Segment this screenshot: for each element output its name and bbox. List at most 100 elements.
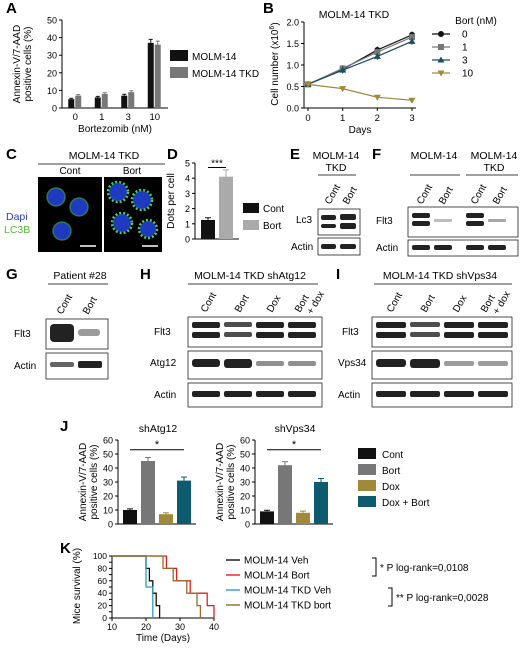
- j2-bar: [278, 465, 292, 524]
- a-ylabel-2: positive cells (%): [23, 26, 34, 101]
- j1-sig-label: *: [155, 439, 160, 451]
- j-legend-swatch: [358, 464, 376, 475]
- d-bar: [201, 220, 215, 239]
- k-ytick-label: 60: [98, 576, 108, 586]
- k-legend-label: MOLM-14 Veh: [244, 556, 308, 567]
- a-legend-swatch: [170, 67, 188, 78]
- j1-title: shAtg12: [139, 423, 178, 435]
- j1-ytick-label: 50: [103, 450, 113, 460]
- g-lane-bort: Bort: [81, 295, 100, 317]
- f-group-2: MOLM-14: [471, 150, 518, 162]
- j-legend-label: Dox + Bort: [382, 498, 430, 509]
- f-lane-4: Bort: [491, 185, 510, 207]
- chart-b: 0.0 0.5 1.0 1.5 2.0 0 1 2 3 Days MOLM-14 TKD Cell n…: [269, 9, 497, 136]
- f-row-flt3: Flt3: [376, 216, 393, 227]
- b-xtick-label: 0: [305, 113, 310, 124]
- b-ytick-label: 1.0: [286, 61, 299, 71]
- e-lane-cont: Cont: [323, 183, 343, 207]
- i-lane-2: Bort: [419, 293, 438, 315]
- panel-label-k: K: [60, 540, 71, 557]
- j-legend-label: Cont: [382, 450, 403, 461]
- j1-bar: [177, 480, 191, 524]
- chart-k: 0 20 40 60 80 100 10 20 30 40 Time (Days) Mice surv…: [72, 548, 489, 644]
- b-title: MOLM-14 TKD: [319, 9, 390, 21]
- j1-ytick-label: 0: [108, 520, 113, 530]
- j1-ytick-label: 20: [103, 492, 113, 502]
- f-group-1: MOLM-14: [411, 150, 458, 162]
- j2-ytick-label: 40: [240, 464, 250, 474]
- h-row-flt3: Flt3: [154, 327, 171, 338]
- k-annotation-2: ** P log-rank=0,0028: [396, 593, 489, 604]
- j-legend-label: Dox: [382, 482, 400, 493]
- k-bracket-2: [388, 587, 393, 607]
- j1-ylabel-2: positive cells (%): [89, 444, 100, 519]
- k-xlabel: Time (Days): [136, 633, 190, 644]
- a-xtick-label: 1: [99, 112, 104, 123]
- b-legend-label: 1: [462, 43, 468, 54]
- k-legend-label: MOLM-14 TKD bort: [244, 601, 331, 612]
- j2-ytick-label: 60: [240, 436, 250, 446]
- a-legend-label: MOLM-14: [192, 52, 237, 63]
- panel-label-b: B: [263, 0, 274, 17]
- i-row-flt3: Flt3: [342, 327, 359, 338]
- b-ytick-label: 0.0: [286, 104, 299, 114]
- c-col-cont: Cont: [59, 166, 80, 177]
- a-ytick-label: 20: [47, 68, 57, 78]
- k-annotation-1: * P log-rank=0,0108: [380, 563, 469, 574]
- b-point: [408, 37, 416, 44]
- d-bar: [219, 176, 233, 239]
- panel-c-microscopy: MOLM-14 TKD Cont Bort Dapi LC3B: [4, 150, 165, 252]
- b-point: [339, 86, 347, 93]
- j2-ytick-label: 50: [240, 450, 250, 460]
- b-legend-title: Bort (nM): [455, 16, 497, 27]
- b-xtick-label: 1: [340, 113, 345, 124]
- j1-bar: [123, 510, 137, 524]
- a-xtick-label: 10: [149, 112, 160, 123]
- h-title: MOLM-14 TKD shAtg12: [194, 270, 306, 282]
- a-bar: [121, 95, 128, 108]
- e-title-2: TKD: [326, 162, 347, 174]
- i-lane-3: Dox: [451, 294, 469, 315]
- a-legend-swatch: [170, 50, 188, 61]
- panel-label-i: I: [336, 266, 341, 283]
- a-ytick-label: 40: [47, 33, 57, 43]
- a-bar: [128, 92, 135, 108]
- b-ytick-label: 2.0: [286, 18, 299, 28]
- j-legend-swatch: [358, 480, 376, 491]
- panel-label-h: H: [140, 266, 151, 283]
- e-lane-bort: Bort: [341, 185, 360, 207]
- i-row-vps34: Vps34: [338, 358, 367, 369]
- panel-g-blot: Patient #28 Cont Bort Flt3 Actin: [14, 270, 109, 380]
- i-title: MOLM-14 TKD shVps34: [383, 270, 497, 282]
- f-lane-2: Bort: [437, 185, 456, 207]
- d-ytick-label: 0: [185, 235, 190, 245]
- j1-ytick-label: 10: [103, 506, 113, 516]
- a-bar: [101, 93, 108, 108]
- a-bar: [68, 99, 75, 108]
- k-xtick-label: 20: [141, 622, 151, 632]
- b-point: [373, 52, 381, 59]
- b-point: [373, 94, 381, 101]
- c-title: MOLM-14 TKD: [69, 150, 140, 162]
- a-bar: [154, 44, 161, 108]
- k-ytick-label: 0: [102, 613, 107, 623]
- panel-label-d: D: [167, 146, 178, 163]
- j2-ylabel-2: positive cells (%): [226, 444, 237, 519]
- j2-ylabel-1: Annexin-V/7-AAD: [215, 443, 226, 521]
- panel-i-blot: MOLM-14 TKD shVps34 Cont Bort Dox Bort +…: [338, 270, 513, 408]
- d-ytick-label: 3: [185, 189, 190, 199]
- b-legend-marker: [437, 56, 445, 63]
- b-point: [304, 81, 312, 88]
- h-lane-3: Dox: [265, 294, 283, 315]
- d-legend-label: Cont: [263, 204, 284, 215]
- k-ytick-label: 40: [98, 588, 108, 598]
- j2-bar: [260, 511, 274, 524]
- k-legend-label: MOLM-14 TKD Veh: [244, 586, 331, 597]
- a-xtick-label: 3: [126, 112, 131, 123]
- b-point: [408, 97, 416, 104]
- j-legend-label: Bort: [382, 466, 401, 477]
- f-lane-1: Cont: [415, 183, 435, 207]
- k-ytick-label: 20: [98, 601, 108, 611]
